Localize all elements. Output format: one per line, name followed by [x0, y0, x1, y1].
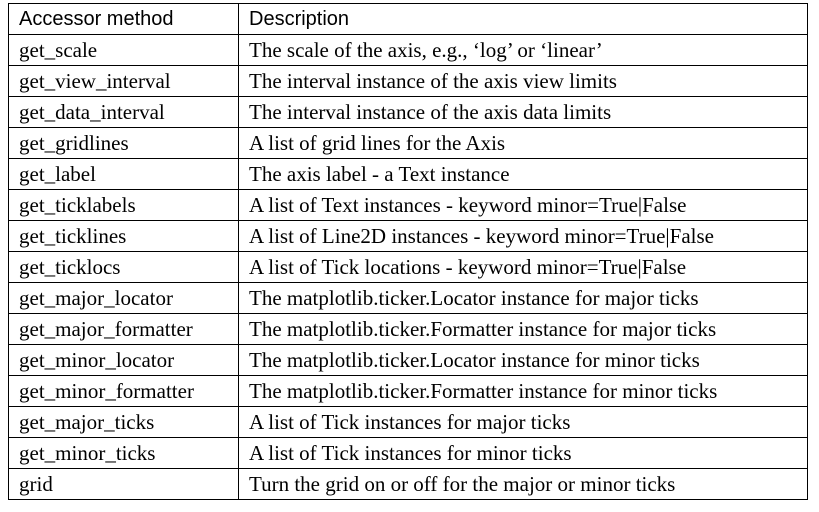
method-cell: get_major_ticks [8, 406, 239, 438]
description-cell: A list of Text instances - keyword minor… [238, 189, 808, 221]
method-cell: get_gridlines [8, 127, 239, 159]
description-cell: The interval instance of the axis view l… [238, 65, 808, 97]
description-cell: The scale of the axis, e.g., ‘log’ or ‘l… [238, 34, 808, 66]
method-cell: grid [8, 468, 239, 500]
description-cell: The matplotlib.ticker.Formatter instance… [238, 313, 808, 345]
description-cell: A list of grid lines for the Axis [238, 127, 808, 159]
table-row: get_scale The scale of the axis, e.g., ‘… [8, 34, 808, 66]
description-cell: The matplotlib.ticker.Locator instance f… [238, 282, 808, 314]
method-cell: get_data_interval [8, 96, 239, 128]
method-cell: get_ticklines [8, 220, 239, 252]
description-cell: The axis label - a Text instance [238, 158, 808, 190]
method-cell: get_minor_locator [8, 344, 239, 376]
table-row: get_view_interval The interval instance … [8, 65, 808, 97]
description-cell: Turn the grid on or off for the major or… [238, 468, 808, 500]
description-cell: The matplotlib.ticker.Locator instance f… [238, 344, 808, 376]
table-row: get_minor_ticks A list of Tick instances… [8, 437, 808, 469]
method-cell: get_ticklocs [8, 251, 239, 283]
table-row: get_major_locator The matplotlib.ticker.… [8, 282, 808, 314]
method-cell: get_ticklabels [8, 189, 239, 221]
header-description: Description [238, 3, 808, 35]
table-row: get_major_ticks A list of Tick instances… [8, 406, 808, 438]
description-cell: A list of Tick locations - keyword minor… [238, 251, 808, 283]
method-cell: get_scale [8, 34, 239, 66]
table-row: get_minor_locator The matplotlib.ticker.… [8, 344, 808, 376]
description-cell: A list of Tick instances for minor ticks [238, 437, 808, 469]
method-cell: get_major_formatter [8, 313, 239, 345]
table-row: get_major_formatter The matplotlib.ticke… [8, 313, 808, 345]
method-cell: get_major_locator [8, 282, 239, 314]
table-row: get_ticklocs A list of Tick locations - … [8, 251, 808, 283]
table-row: get_data_interval The interval instance … [8, 96, 808, 128]
table-row: get_label The axis label - a Text instan… [8, 158, 808, 190]
method-cell: get_view_interval [8, 65, 239, 97]
accessor-table-container: Accessor method Description get_scale Th… [8, 3, 808, 500]
table-row: get_minor_formatter The matplotlib.ticke… [8, 375, 808, 407]
table-row: grid Turn the grid on or off for the maj… [8, 468, 808, 500]
method-cell: get_label [8, 158, 239, 190]
description-cell: The matplotlib.ticker.Formatter instance… [238, 375, 808, 407]
table-row: get_ticklabels A list of Text instances … [8, 189, 808, 221]
method-cell: get_minor_formatter [8, 375, 239, 407]
method-cell: get_minor_ticks [8, 437, 239, 469]
header-accessor-method: Accessor method [8, 3, 239, 35]
table-header-row: Accessor method Description [8, 3, 808, 35]
description-cell: The interval instance of the axis data l… [238, 96, 808, 128]
description-cell: A list of Line2D instances - keyword min… [238, 220, 808, 252]
table-row: get_gridlines A list of grid lines for t… [8, 127, 808, 159]
table-row: get_ticklines A list of Line2D instances… [8, 220, 808, 252]
accessor-method-table: Accessor method Description get_scale Th… [8, 3, 808, 500]
description-cell: A list of Tick instances for major ticks [238, 406, 808, 438]
